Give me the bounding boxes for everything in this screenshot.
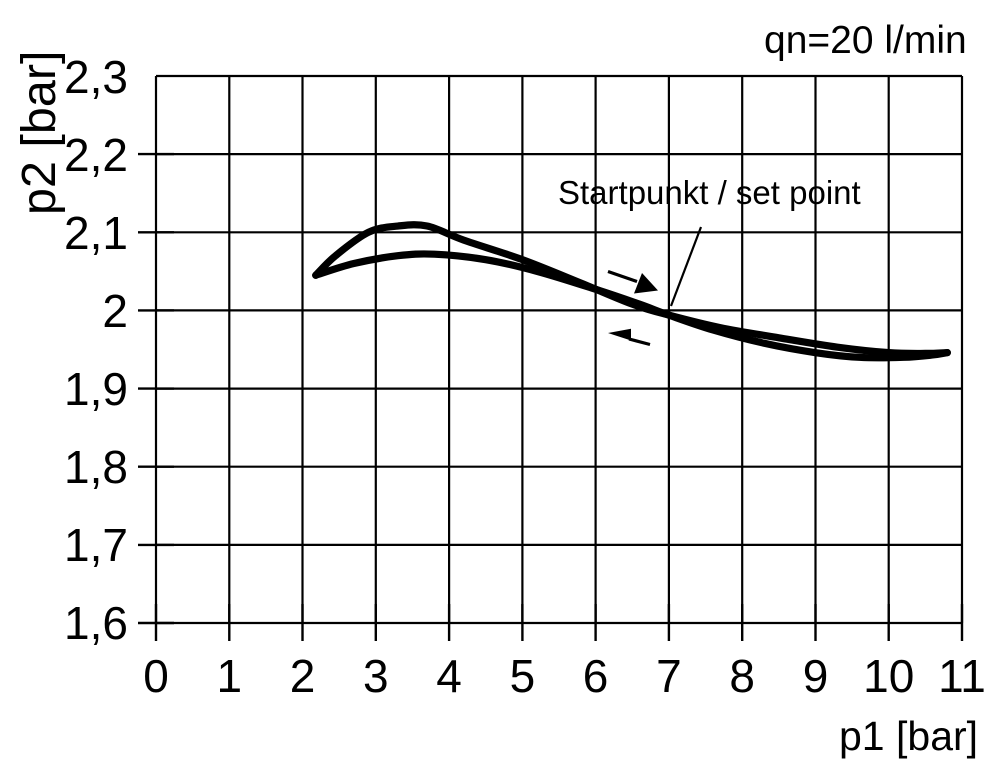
svg-text:10: 10 — [863, 650, 914, 702]
svg-text:1,8: 1,8 — [64, 441, 128, 493]
svg-text:7: 7 — [656, 650, 682, 702]
svg-text:2,2: 2,2 — [64, 129, 128, 181]
svg-text:p2 [bar]: p2 [bar] — [12, 51, 66, 215]
svg-text:1: 1 — [217, 650, 243, 702]
svg-text:0: 0 — [143, 650, 169, 702]
svg-text:1,9: 1,9 — [64, 363, 128, 415]
svg-text:2,3: 2,3 — [64, 51, 128, 103]
svg-text:p1 [bar]: p1 [bar] — [839, 713, 978, 759]
svg-text:8: 8 — [729, 650, 755, 702]
svg-text:3: 3 — [363, 650, 389, 702]
svg-text:2: 2 — [290, 650, 316, 702]
svg-text:qn=20 l/min: qn=20 l/min — [764, 19, 967, 62]
svg-text:1,7: 1,7 — [64, 519, 128, 571]
svg-text:1,6: 1,6 — [64, 597, 128, 649]
svg-text:6: 6 — [583, 650, 609, 702]
svg-text:11: 11 — [938, 650, 986, 702]
svg-text:2: 2 — [102, 285, 128, 337]
svg-text:9: 9 — [803, 650, 829, 702]
svg-text:2,1: 2,1 — [64, 207, 128, 259]
svg-text:Startpunkt / set point: Startpunkt / set point — [558, 174, 861, 211]
svg-text:5: 5 — [510, 650, 536, 702]
svg-text:4: 4 — [436, 650, 462, 702]
